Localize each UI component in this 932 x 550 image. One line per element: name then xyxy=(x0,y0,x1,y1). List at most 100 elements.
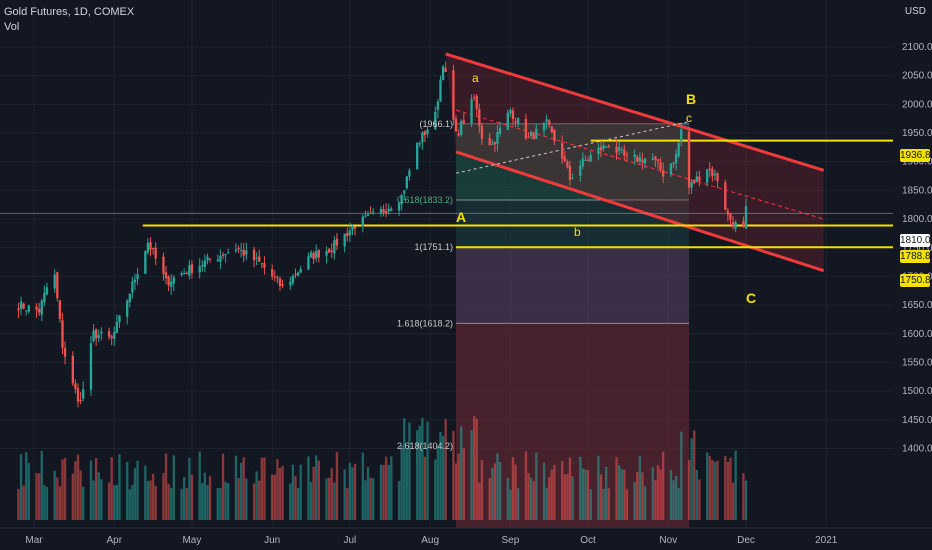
volume-bar xyxy=(100,479,103,520)
volume-bar xyxy=(426,421,429,520)
candle xyxy=(216,254,219,263)
volume-bar xyxy=(273,474,276,520)
volume-bar xyxy=(690,438,693,520)
volume-bar xyxy=(416,430,419,520)
candle xyxy=(607,144,610,148)
candle xyxy=(208,258,212,263)
channel-lower-line xyxy=(455,150,825,273)
x-tick-label: 2021 xyxy=(815,535,838,546)
volume-bar xyxy=(470,430,473,520)
candle xyxy=(659,157,662,173)
candle xyxy=(514,117,517,127)
candle xyxy=(126,298,129,325)
volume-bar xyxy=(384,456,388,520)
candle xyxy=(22,302,25,310)
candle xyxy=(146,238,150,255)
candle xyxy=(643,157,647,169)
candle xyxy=(281,279,284,289)
candle xyxy=(524,113,528,140)
price-label-1750: 1750.8 xyxy=(900,274,931,287)
candle xyxy=(17,302,20,318)
volume-bar xyxy=(133,468,137,520)
candle xyxy=(379,206,383,217)
candle xyxy=(654,156,657,167)
volume-bar xyxy=(56,477,59,520)
candle xyxy=(623,144,626,161)
volume-bar xyxy=(480,460,484,520)
volume-bar xyxy=(641,472,644,520)
volume-indicator-label[interactable]: Vol xyxy=(4,21,20,33)
volume-bar xyxy=(387,464,390,520)
price-label-1936: 1936.8 xyxy=(900,149,931,162)
candle xyxy=(493,141,497,152)
candle xyxy=(221,252,225,260)
volume-bar xyxy=(661,451,665,520)
candle xyxy=(227,248,230,254)
candle xyxy=(154,242,157,266)
candle xyxy=(237,245,240,253)
candle xyxy=(542,121,546,137)
candle xyxy=(330,243,333,258)
candle xyxy=(128,292,131,308)
volume-bar xyxy=(669,469,673,520)
candle xyxy=(656,158,660,169)
candle xyxy=(252,246,256,268)
volume-bar xyxy=(234,455,238,520)
candle xyxy=(708,162,711,178)
candle xyxy=(291,274,295,286)
candle xyxy=(713,169,717,181)
volume-bar xyxy=(423,456,427,520)
candle xyxy=(369,206,372,214)
y-axis[interactable]: 1400.01450.01500.01550.01600.01650.01700… xyxy=(893,0,932,550)
volume-bar xyxy=(45,486,49,520)
volume-bar xyxy=(472,416,476,520)
volume-bar xyxy=(327,477,331,520)
candle xyxy=(693,179,696,185)
volume-bar xyxy=(571,476,574,520)
volume-bar xyxy=(542,462,546,520)
candle xyxy=(403,190,406,201)
volume-bar xyxy=(278,467,282,520)
candle xyxy=(273,270,276,282)
volume-bar xyxy=(563,474,566,520)
candle xyxy=(276,275,279,284)
symbol-title[interactable]: Gold Futures, 1D, COMEX xyxy=(4,6,135,18)
volume-bar xyxy=(260,457,264,520)
candle xyxy=(633,149,636,165)
volume-bar xyxy=(151,473,155,520)
volume-bar xyxy=(208,476,212,520)
candle xyxy=(97,329,100,343)
volume-bar xyxy=(167,483,170,520)
candle xyxy=(172,275,175,292)
candle xyxy=(423,130,427,143)
volume-bar xyxy=(382,465,385,520)
candle xyxy=(113,326,116,346)
candle xyxy=(584,155,587,161)
volume-bar xyxy=(529,477,533,520)
volume-bar xyxy=(201,483,204,520)
candle xyxy=(325,246,328,264)
volume-bar xyxy=(687,459,691,520)
candle xyxy=(100,327,103,341)
x-axis[interactable]: Mar Apr May Jun Jul Aug Sep Oct Nov Dec 2021 xyxy=(0,527,932,550)
volume-bar xyxy=(252,483,256,520)
candle xyxy=(35,303,38,318)
volume-bar xyxy=(496,453,499,520)
y-tick-label: 2050.0 xyxy=(902,71,932,82)
volume-bar xyxy=(390,456,393,520)
candle xyxy=(599,141,603,158)
candle xyxy=(353,226,357,236)
candle xyxy=(568,160,572,186)
candle xyxy=(366,210,370,217)
wave-label-A: A xyxy=(456,209,466,225)
currency-label[interactable]: USD xyxy=(904,6,926,17)
candle xyxy=(561,135,564,164)
volume-bar xyxy=(330,468,333,520)
candle xyxy=(110,334,113,346)
volume-bar xyxy=(369,477,372,520)
volume-bar xyxy=(460,426,463,520)
fib-label: 2.618(1404.2) xyxy=(397,441,453,451)
volume-bar xyxy=(131,484,134,520)
volume-bar xyxy=(118,454,121,520)
